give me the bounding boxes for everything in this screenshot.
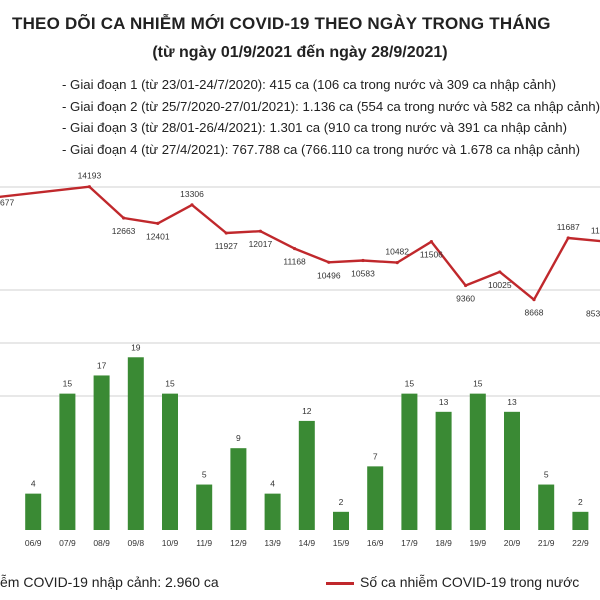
bar-08/9 — [93, 375, 110, 530]
bar-label-08/9: 17 — [97, 360, 107, 370]
bar-label-15/9: 2 — [339, 497, 344, 507]
bar-18/9 — [435, 411, 452, 530]
line-label-08/9: 12663 — [112, 226, 136, 236]
bar-label-19/9: 15 — [473, 379, 483, 389]
chart-subtitle: (từ ngày 01/9/2021 đến ngày 28/9/2021) — [152, 44, 448, 61]
bar-label-13/9: 4 — [270, 479, 275, 489]
line-label-05/9: 677 — [0, 197, 14, 207]
line-label-20/9: 8668 — [525, 308, 544, 318]
bar-17/9 — [401, 393, 418, 530]
legend-line-swatch — [326, 581, 354, 585]
bar-label-07/9: 15 — [63, 379, 73, 389]
x-tick-07/9: 07/9 — [59, 538, 76, 548]
bar-14/9 — [298, 420, 315, 530]
bar-06/9 — [25, 493, 42, 530]
point-12/9 — [258, 229, 262, 233]
bar-10/9 — [162, 393, 178, 530]
chart-legend: ễm COVID-19 nhập cảnh: 2.960 ca Số ca nh… — [0, 572, 600, 598]
covid-chart: 4 06/9 15 07/9 17 08/9 19 09/8 15 10/9 5 11/9 9 12/9 4… — [0, 171, 600, 548]
bar-09/8 — [127, 357, 144, 530]
x-tick-13/9: 13/9 — [264, 538, 281, 548]
phase-note-2: - Giai đoạn 2 (từ 25/7/2020-27/01/2021):… — [62, 98, 600, 114]
legend-domestic: Số ca nhiễm COVID-19 trong nước — [360, 574, 580, 590]
legend-imported: ễm COVID-19 nhập cảnh: 2.960 ca — [0, 574, 219, 590]
line-label-13/9: 11168 — [283, 257, 306, 267]
x-tick-12/9: 12/9 — [230, 538, 247, 548]
bar-label-16/9: 7 — [373, 451, 378, 461]
bar-label-21/9: 5 — [544, 470, 549, 480]
line-label-15/9: 10583 — [351, 269, 375, 279]
point-21/9 — [566, 236, 570, 240]
x-tick-09/8: 09/8 — [128, 538, 145, 548]
point-15/9 — [361, 258, 365, 263]
bar-label-11/9: 5 — [202, 470, 207, 480]
x-tick-22/9: 22/9 — [572, 538, 589, 548]
chart-title: THEO DÕI CA NHIỄM MỚI COVID-19 THEO NGÀY… — [12, 14, 551, 33]
point-11/9 — [224, 231, 228, 235]
point-08/9 — [122, 216, 126, 220]
point-13/9 — [293, 246, 297, 251]
bar-15/9 — [333, 511, 349, 530]
bar-label-06/9: 4 — [31, 479, 36, 489]
point-10/9 — [190, 203, 194, 207]
bar-21/9 — [538, 484, 555, 530]
bar-label-10/9: 15 — [165, 379, 175, 389]
line-label-19/9: 10025 — [488, 280, 512, 290]
x-tick-20/9: 20/9 — [504, 538, 521, 548]
point-19/9 — [498, 270, 502, 274]
line-label-16/9: 10482 — [385, 247, 409, 257]
x-tick-10/9: 10/9 — [162, 538, 179, 548]
bar-07/9 — [59, 393, 76, 530]
bar-label-20/9: 13 — [507, 397, 517, 407]
point-07/9 — [87, 185, 91, 189]
x-tick-17/9: 17/9 — [401, 538, 418, 548]
line-label-21/9: 11687 — [557, 222, 580, 232]
line-label-22/9: 11525 — [591, 225, 600, 235]
x-tick-06/9: 06/9 — [25, 538, 42, 548]
bar-label-18/9: 13 — [439, 397, 449, 407]
bar-13/9 — [264, 493, 281, 530]
bar-20/9 — [504, 411, 520, 530]
line-label-10/9: 13306 — [180, 189, 204, 199]
x-tick-18/9: 18/9 — [435, 538, 452, 548]
point-09/8 — [156, 221, 160, 225]
bar-11/9 — [196, 484, 213, 530]
bar-label-22/9: 2 — [578, 497, 583, 507]
phase-note-1: - Giai đoạn 1 (từ 23/01-24/7/2020): 415 … — [62, 77, 557, 92]
bar-label-09/8: 19 — [131, 342, 141, 352]
x-tick-16/9: 16/9 — [367, 538, 384, 548]
bar-label-12/9: 9 — [236, 433, 241, 443]
phase-note-4: - Giai đoạn 4 (từ 27/4/2021): 767.788 ca… — [62, 141, 580, 157]
line-label-12/9: 12017 — [249, 239, 273, 249]
x-tick-14/9: 14/9 — [299, 538, 316, 548]
bar-label-17/9: 15 — [405, 379, 415, 389]
x-tick-19/9: 19/9 — [470, 538, 487, 548]
point-18/9 — [464, 283, 468, 288]
line-label-17/9: 11506 — [420, 250, 443, 260]
point-16/9 — [395, 260, 399, 265]
bar-label-14/9: 12 — [302, 406, 312, 416]
legend-domestic-item: Số ca nhiễm COVID-19 trong nước — [326, 574, 579, 590]
line-label-07/9: 14193 — [78, 171, 102, 181]
x-tick-15/9: 15/9 — [333, 538, 350, 548]
line-label-24/9: 853 — [586, 308, 600, 318]
bar-19/9 — [469, 393, 486, 530]
line-label-11/9: 11927 — [215, 241, 238, 251]
bar-16/9 — [367, 466, 384, 530]
point-20/9 — [532, 298, 536, 302]
line-label-14/9: 10496 — [317, 270, 341, 280]
line-label-18/9: 9360 — [456, 294, 475, 304]
phase-note-3: - Giai đoạn 3 (từ 28/01-26/4/2021): 1.30… — [62, 120, 568, 135]
x-tick-08/9: 08/9 — [93, 538, 110, 548]
phase-notes: - Giai đoạn 1 (từ 23/01-24/7/2020): 415 … — [62, 74, 600, 160]
point-14/9 — [327, 260, 331, 264]
x-tick-21/9: 21/9 — [538, 538, 555, 548]
line-label-09/8: 12401 — [146, 231, 170, 241]
bar-12/9 — [230, 448, 247, 530]
bar-22/9 — [572, 511, 589, 530]
x-tick-11/9: 11/9 — [196, 538, 212, 548]
point-17/9 — [429, 240, 433, 244]
